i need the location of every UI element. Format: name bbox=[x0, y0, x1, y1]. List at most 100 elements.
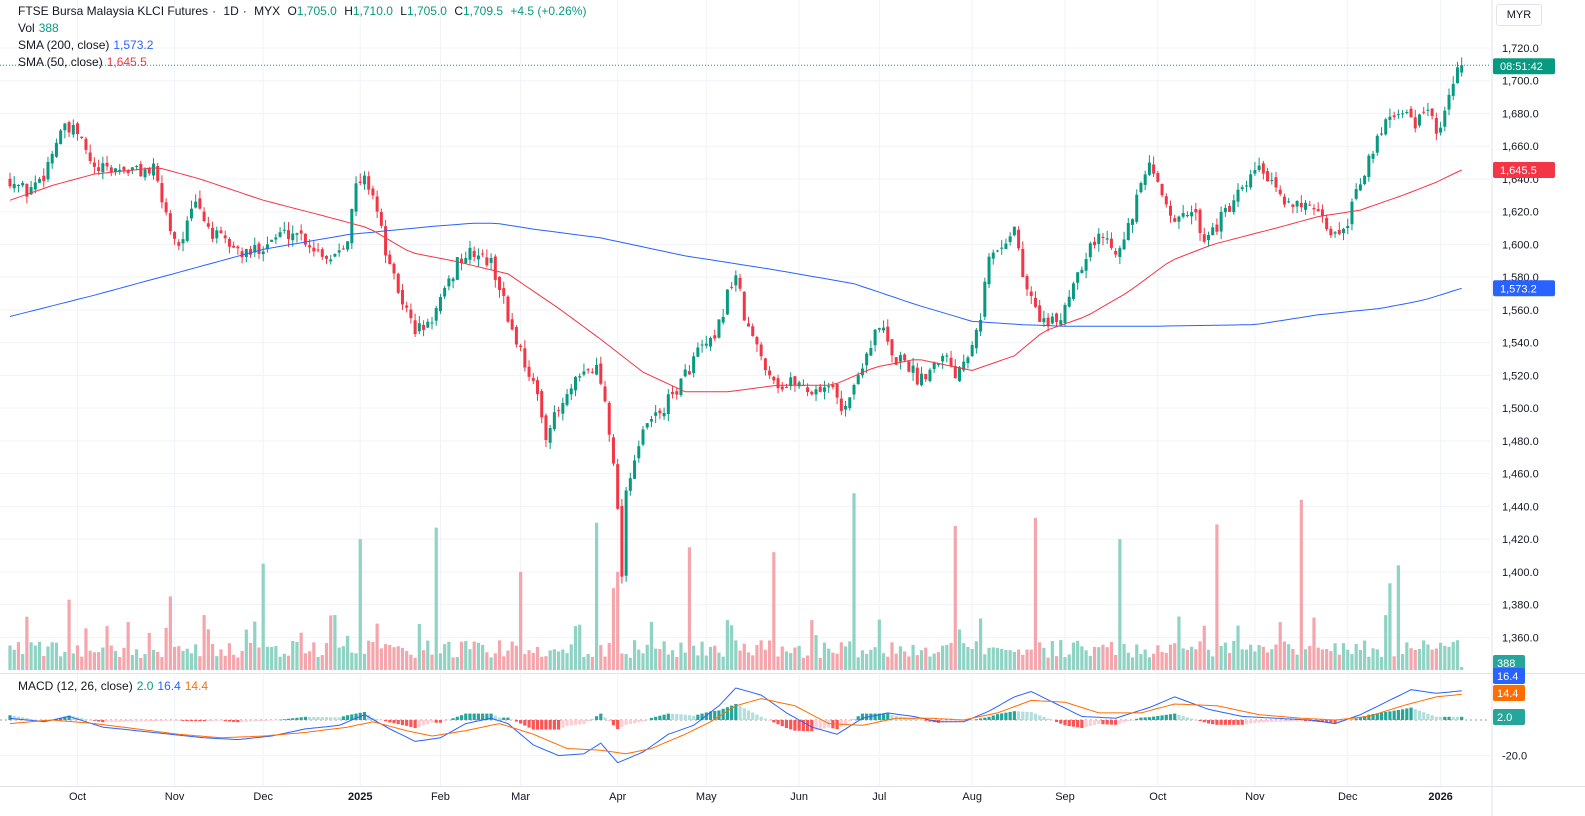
candle-body[interactable] bbox=[911, 365, 915, 373]
candle-body[interactable] bbox=[713, 335, 717, 339]
candle-body[interactable] bbox=[831, 385, 835, 388]
candle-body[interactable] bbox=[498, 276, 502, 291]
candle-body[interactable] bbox=[966, 357, 970, 364]
candle-body[interactable] bbox=[1122, 239, 1126, 250]
candle-body[interactable] bbox=[1396, 114, 1400, 116]
candle-body[interactable] bbox=[814, 389, 818, 395]
candle-body[interactable] bbox=[962, 361, 966, 371]
candle-body[interactable] bbox=[1439, 127, 1443, 133]
symbol-name[interactable]: FTSE Bursa Malaysia KLCI Futures bbox=[18, 4, 209, 18]
candle-body[interactable] bbox=[240, 251, 244, 258]
candle-body[interactable] bbox=[932, 362, 936, 370]
candle-body[interactable] bbox=[202, 211, 206, 221]
candle-body[interactable] bbox=[1004, 243, 1008, 249]
candle-body[interactable] bbox=[742, 291, 746, 321]
candle-body[interactable] bbox=[768, 370, 772, 376]
candle-body[interactable] bbox=[1244, 185, 1248, 187]
candle-body[interactable] bbox=[569, 388, 573, 395]
candle-body[interactable] bbox=[1021, 248, 1025, 278]
candle-body[interactable] bbox=[1131, 219, 1135, 225]
candle-body[interactable] bbox=[818, 386, 822, 392]
candle-body[interactable] bbox=[177, 242, 181, 246]
candle-body[interactable] bbox=[970, 345, 974, 357]
candle-body[interactable] bbox=[666, 394, 670, 415]
candle-body[interactable] bbox=[282, 229, 286, 231]
candle-body[interactable] bbox=[464, 257, 468, 264]
candle-body[interactable] bbox=[341, 248, 345, 250]
candle-body[interactable] bbox=[898, 355, 902, 362]
candle-body[interactable] bbox=[447, 278, 451, 287]
candle-body[interactable] bbox=[991, 252, 995, 259]
candle-body[interactable] bbox=[527, 366, 531, 377]
candle-body[interactable] bbox=[1405, 111, 1409, 114]
candle-body[interactable] bbox=[860, 368, 864, 376]
candle-body[interactable] bbox=[633, 460, 637, 479]
candle-body[interactable] bbox=[1312, 207, 1316, 210]
candle-body[interactable] bbox=[696, 347, 700, 357]
candle-body[interactable] bbox=[1097, 233, 1101, 244]
candle-body[interactable] bbox=[675, 391, 679, 395]
candle-body[interactable] bbox=[844, 405, 848, 410]
candle-body[interactable] bbox=[1202, 234, 1206, 242]
candle-body[interactable] bbox=[185, 220, 189, 241]
candle-body[interactable] bbox=[472, 250, 476, 258]
candle-body[interactable] bbox=[156, 166, 160, 181]
candle-body[interactable] bbox=[552, 412, 556, 430]
candle-body[interactable] bbox=[945, 355, 949, 357]
candle-body[interactable] bbox=[1071, 283, 1075, 299]
candle-body[interactable] bbox=[1219, 211, 1223, 232]
candle-body[interactable] bbox=[835, 383, 839, 398]
candle-body[interactable] bbox=[59, 130, 63, 145]
candle-body[interactable] bbox=[983, 281, 987, 317]
candle-body[interactable] bbox=[578, 376, 582, 378]
candle-body[interactable] bbox=[721, 316, 725, 323]
candle-body[interactable] bbox=[333, 253, 337, 257]
candle-body[interactable] bbox=[936, 363, 940, 365]
candle-body[interactable] bbox=[206, 223, 210, 227]
candle-body[interactable] bbox=[1371, 153, 1375, 159]
candle-body[interactable] bbox=[544, 415, 548, 441]
candle-body[interactable] bbox=[780, 386, 784, 390]
candle-body[interactable] bbox=[1042, 318, 1046, 323]
candle-body[interactable] bbox=[510, 319, 514, 330]
candle-body[interactable] bbox=[67, 122, 71, 133]
candle-body[interactable] bbox=[903, 354, 907, 361]
candle-body[interactable] bbox=[232, 245, 236, 248]
candle-body[interactable] bbox=[751, 326, 755, 336]
candle-body[interactable] bbox=[118, 169, 122, 172]
candle-body[interactable] bbox=[683, 369, 687, 377]
candle-body[interactable] bbox=[25, 184, 29, 197]
candle-body[interactable] bbox=[1266, 171, 1270, 182]
candle-body[interactable] bbox=[38, 178, 42, 183]
candle-body[interactable] bbox=[468, 247, 472, 260]
candle-body[interactable] bbox=[1363, 175, 1367, 185]
candle-body[interactable] bbox=[700, 344, 704, 346]
candle-body[interactable] bbox=[1050, 316, 1054, 324]
candle-body[interactable] bbox=[506, 296, 510, 322]
candle-body[interactable] bbox=[325, 256, 328, 259]
candle-body[interactable] bbox=[1358, 184, 1362, 191]
macd-legend[interactable]: MACD (12, 26, close) 2.0 16.4 14.4 bbox=[18, 678, 212, 695]
candle-body[interactable] bbox=[709, 337, 713, 347]
candle-body[interactable] bbox=[451, 278, 455, 282]
candle-body[interactable] bbox=[953, 366, 957, 379]
candle-body[interactable] bbox=[548, 428, 552, 443]
candle-body[interactable] bbox=[1426, 109, 1430, 111]
candle-body[interactable] bbox=[434, 308, 438, 321]
candle-body[interactable] bbox=[1346, 225, 1350, 229]
candle-body[interactable] bbox=[160, 183, 164, 203]
candle-body[interactable] bbox=[1105, 238, 1109, 240]
candle-body[interactable] bbox=[1008, 236, 1012, 242]
candle-body[interactable] bbox=[1000, 247, 1004, 249]
candle-body[interactable] bbox=[375, 196, 379, 212]
candle-body[interactable] bbox=[679, 378, 683, 396]
candle-body[interactable] bbox=[109, 167, 113, 173]
candle-body[interactable] bbox=[730, 286, 734, 288]
candle-body[interactable] bbox=[443, 287, 447, 297]
candle-body[interactable] bbox=[303, 233, 307, 245]
candle-body[interactable] bbox=[1177, 216, 1181, 222]
candle-body[interactable] bbox=[924, 373, 928, 380]
candle-body[interactable] bbox=[531, 378, 535, 381]
candle-body[interactable] bbox=[1455, 67, 1459, 84]
